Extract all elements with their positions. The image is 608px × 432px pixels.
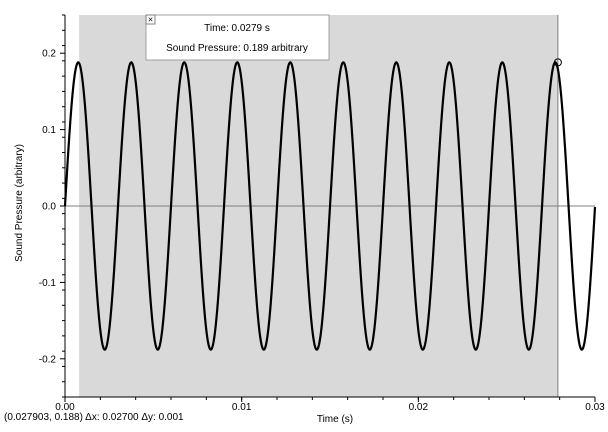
x-tick-label: 0.01: [232, 402, 252, 413]
x-tick-label: 0.02: [409, 402, 429, 413]
x-tick-label: 0.00: [55, 402, 75, 413]
close-icon[interactable]: ×: [148, 15, 153, 25]
y-axis-title: Sound Pressure (arbitrary): [14, 144, 25, 262]
y-tick-label: -0.2: [39, 354, 57, 365]
waveform-line-0: [63, 61, 597, 351]
info-time-text: Time: 0.0279 s: [204, 23, 270, 34]
info-box-frame: [145, 14, 330, 61]
y-tick-label: -0.1: [39, 278, 57, 289]
y-tick-label: 0.1: [42, 125, 56, 136]
info-box-close-button[interactable]: [145, 14, 156, 25]
y-tick-label: 0.2: [42, 49, 56, 60]
plot-area[interactable]: [63, 15, 597, 397]
x-tick-label: 0.03: [585, 402, 605, 413]
info-pressure-text: Sound Pressure: 0.189 arbitrary: [166, 43, 308, 54]
x-axis-title: Time (s): [317, 414, 353, 425]
axes: -0.2 -0.1 0.0 0.1 0.2 0.00 0.01 0.02 0.03: [39, 14, 605, 413]
cursor-info-box[interactable]: × Time: 0.0279 s Sound Pressure: 0.189 a…: [145, 14, 330, 61]
coordinate-readout: (0.027903, 0.188) Δx: 0.02700 Δy: 0.001: [4, 412, 184, 423]
cursor-marker[interactable]: [553, 58, 562, 67]
y-tick-label: 0.0: [42, 202, 56, 213]
